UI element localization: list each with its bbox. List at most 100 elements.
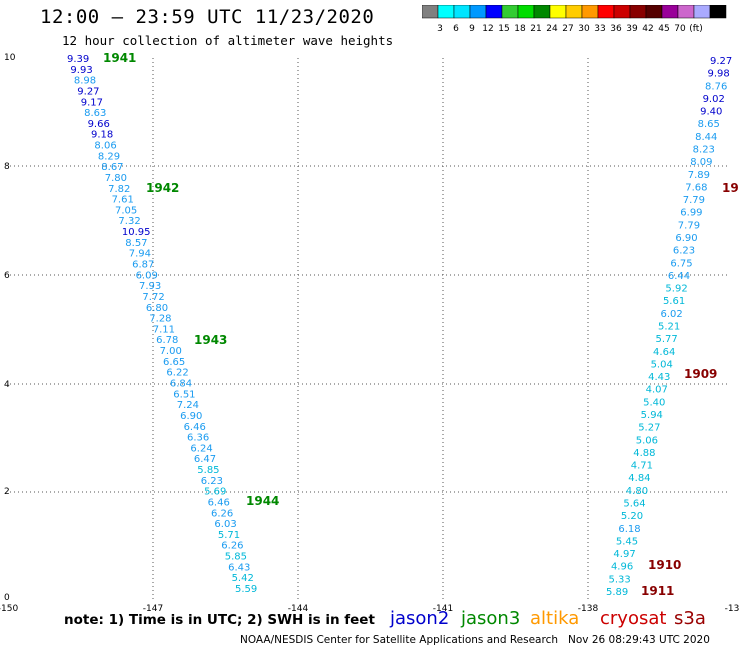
wave-height-value: 9.18 bbox=[91, 130, 113, 141]
wave-height-value: 8.44 bbox=[695, 132, 717, 143]
x-tick-label: -13 bbox=[725, 604, 740, 614]
units-note: note: 1) Time is in UTC; 2) SWH is in fe… bbox=[64, 612, 375, 628]
wave-height-value: 9.02 bbox=[703, 94, 725, 105]
wave-height-value: 4.96 bbox=[611, 562, 633, 573]
wave-height-value: 9.93 bbox=[70, 65, 92, 76]
wave-height-value: 7.00 bbox=[160, 346, 182, 357]
wave-height-value: 7.61 bbox=[112, 195, 134, 206]
wave-height-value: 4.64 bbox=[653, 347, 675, 358]
wave-height-value: 6.90 bbox=[180, 411, 202, 422]
wave-height-value: 5.77 bbox=[656, 334, 678, 345]
y-tick-label: 8 bbox=[4, 162, 10, 172]
wave-height-value: 6.46 bbox=[184, 422, 206, 433]
wave-height-value: 5.27 bbox=[638, 423, 660, 434]
wave-height-value: 6.26 bbox=[211, 508, 233, 519]
wave-height-value: 8.98 bbox=[74, 76, 96, 87]
wave-height-value: 5.40 bbox=[643, 397, 665, 408]
legend-label: 15 bbox=[498, 24, 509, 34]
wave-height-value: 5.45 bbox=[616, 536, 638, 547]
wave-height-value: 5.89 bbox=[606, 587, 628, 598]
satellite-label-cryosat: cryosat bbox=[600, 608, 667, 629]
legend-label: 6 bbox=[453, 24, 459, 34]
wave-height-value: 5.61 bbox=[663, 296, 685, 307]
legend-label: 12 bbox=[482, 24, 493, 34]
legend-label: 39 bbox=[626, 24, 638, 34]
wave-height-value: 6.23 bbox=[673, 246, 695, 257]
legend-label: 18 bbox=[514, 24, 526, 34]
map-subtitle: 12 hour collection of altimeter wave hei… bbox=[62, 33, 394, 48]
wave-height-value: 7.79 bbox=[683, 195, 705, 206]
wave-height-value: 5.42 bbox=[232, 573, 254, 584]
wave-height-value: 6.47 bbox=[194, 454, 216, 465]
pass-number-label: 1942 bbox=[146, 181, 179, 195]
x-tick-label: -150 bbox=[0, 604, 18, 614]
wave-height-value: 4.80 bbox=[626, 486, 648, 497]
legend-label: 45 bbox=[658, 24, 669, 34]
wave-height-value: 9.27 bbox=[77, 86, 99, 97]
y-tick-label: 6 bbox=[4, 271, 10, 281]
wave-height-value: 6.80 bbox=[146, 303, 168, 314]
wave-height-value: 9.98 bbox=[708, 69, 730, 80]
wave-height-value: 6.84 bbox=[170, 378, 192, 389]
wave-height-value: 7.11 bbox=[153, 324, 175, 335]
wave-height-value: 9.17 bbox=[81, 97, 103, 108]
wave-height-value: 9.66 bbox=[88, 119, 110, 130]
wave-height-value: 5.71 bbox=[218, 530, 240, 541]
wave-height-value: 6.75 bbox=[670, 258, 692, 269]
wave-height-value: 6.18 bbox=[618, 524, 640, 535]
wave-height-value: 7.94 bbox=[129, 249, 151, 260]
wave-height-value: 6.03 bbox=[214, 519, 236, 530]
legend-label: 33 bbox=[594, 24, 605, 34]
wave-height-value: 10.95 bbox=[122, 227, 151, 238]
wave-height-value: 6.99 bbox=[680, 208, 702, 219]
legend-label: 9 bbox=[469, 24, 475, 34]
wave-height-value: 5.21 bbox=[658, 322, 680, 333]
wave-height-value: 6.78 bbox=[156, 335, 178, 346]
credit-line: NOAA/NESDIS Center for Satellite Applica… bbox=[240, 634, 710, 646]
wave-height-value: 6.87 bbox=[132, 260, 154, 271]
x-tick-label: -144 bbox=[288, 604, 309, 614]
legend-label: 27 bbox=[562, 24, 573, 34]
wave-height-value: 4.71 bbox=[631, 461, 653, 472]
satellite-label-altika: altika bbox=[530, 608, 580, 629]
wave-height-value: 8.65 bbox=[698, 119, 720, 130]
wave-height-value: 8.63 bbox=[84, 108, 106, 119]
pass-number-label: 1944 bbox=[246, 494, 279, 508]
satellite-label-jason2: jason2 bbox=[390, 608, 450, 629]
legend-label: 21 bbox=[530, 24, 541, 34]
wave-height-value: 5.69 bbox=[204, 487, 226, 498]
wave-height-value: 6.24 bbox=[190, 443, 212, 454]
y-tick-label: 4 bbox=[4, 380, 10, 390]
wave-height-value: 6.43 bbox=[228, 562, 250, 573]
wave-height-value: 6.09 bbox=[136, 270, 158, 281]
wave-height-value: 7.68 bbox=[685, 182, 707, 193]
wave-height-value: 7.93 bbox=[139, 281, 161, 292]
wave-height-value: 7.24 bbox=[177, 400, 199, 411]
legend-label: 3 bbox=[437, 24, 443, 34]
wave-height-value: 6.90 bbox=[675, 233, 697, 244]
wave-height-value: 7.05 bbox=[115, 205, 137, 216]
wave-height-value: 6.23 bbox=[201, 476, 223, 487]
wave-height-value: 5.20 bbox=[621, 511, 643, 522]
wave-height-value: 6.65 bbox=[163, 357, 185, 368]
wave-height-value: 6.51 bbox=[173, 389, 195, 400]
wave-height-value: 5.92 bbox=[665, 284, 687, 295]
wave-height-value: 7.72 bbox=[142, 292, 164, 303]
legend-label: 36 bbox=[610, 24, 622, 34]
wave-height-value: 7.28 bbox=[149, 314, 171, 325]
pass-number-label: 1909 bbox=[684, 367, 717, 381]
wave-height-value: 7.32 bbox=[118, 216, 140, 227]
x-tick-label: -141 bbox=[433, 604, 453, 614]
wave-height-value: 6.44 bbox=[668, 271, 690, 282]
wave-height-value: 4.88 bbox=[633, 448, 655, 459]
pass-number-label: 1911 bbox=[641, 584, 674, 598]
x-tick-label: -147 bbox=[143, 604, 163, 614]
wave-height-value: 5.06 bbox=[636, 435, 658, 446]
legend-label: 24 bbox=[546, 24, 558, 34]
pass-number-label: 1941 bbox=[103, 51, 136, 65]
wave-height-value: 7.80 bbox=[105, 173, 127, 184]
wave-height-value: 6.36 bbox=[187, 433, 209, 444]
wave-height-value: 8.57 bbox=[125, 238, 147, 249]
